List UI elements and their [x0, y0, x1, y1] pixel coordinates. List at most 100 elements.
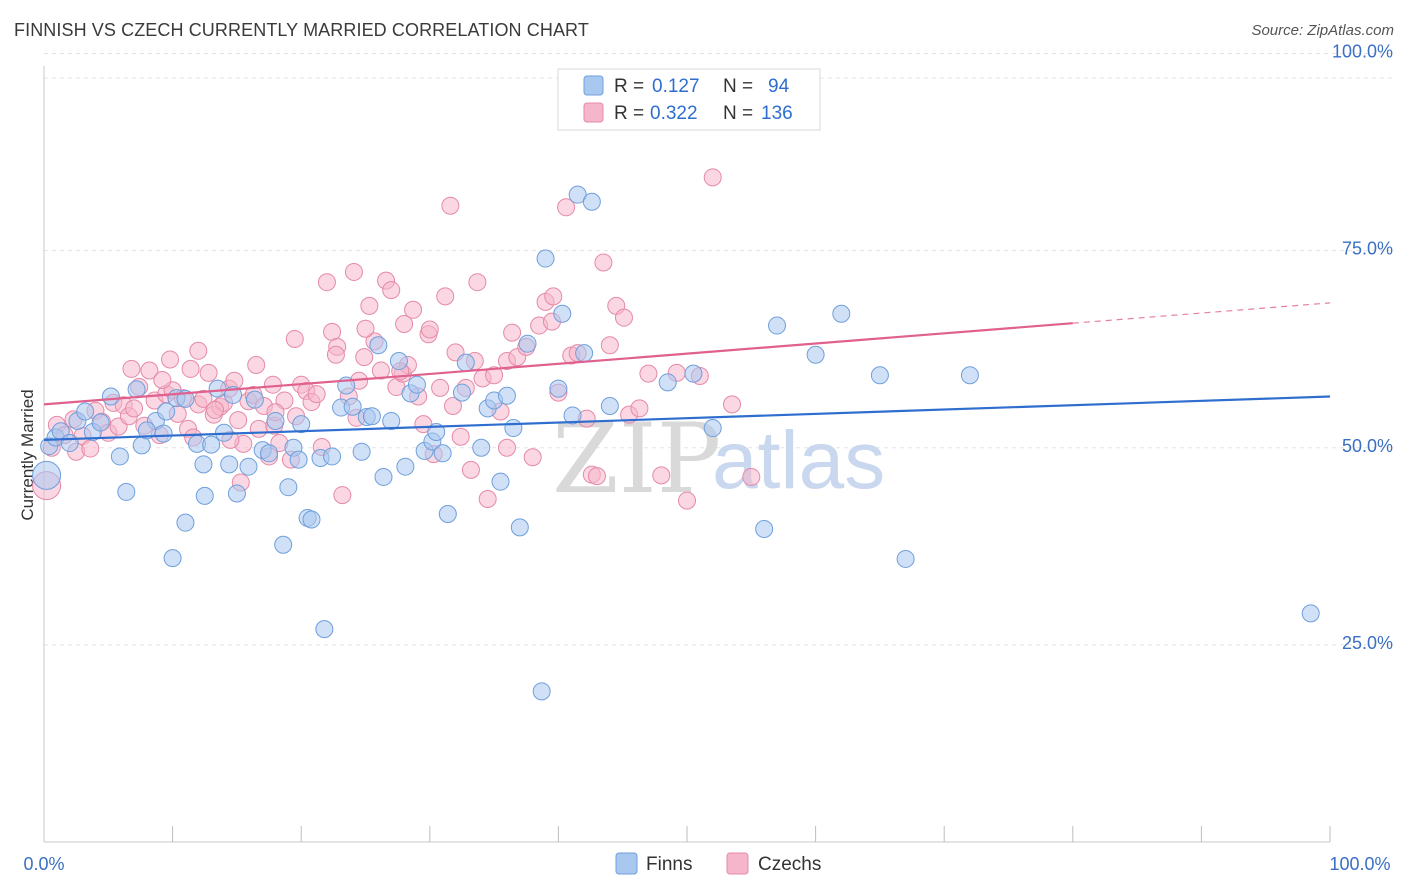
czechs-point	[443, 396, 462, 415]
finns-point	[362, 407, 381, 426]
watermark-atlas: atlas	[712, 415, 885, 506]
finns-point	[518, 334, 537, 353]
finns-point	[433, 444, 452, 463]
czechs-point	[639, 364, 658, 383]
bottom-legend-label-czechs: Czechs	[758, 854, 821, 875]
czechs-trend-extension	[1072, 302, 1331, 324]
czechs-point	[189, 341, 208, 360]
czechs-point	[153, 370, 172, 389]
czechs-point	[431, 378, 450, 397]
finns-point	[374, 467, 393, 486]
x-ticks	[172, 826, 1331, 842]
finns-point	[472, 438, 491, 457]
y-axis-title: Currently Married	[18, 389, 37, 520]
finns-point	[438, 505, 457, 523]
czechs-point	[206, 400, 225, 419]
bottom-legend-label-finns: Finns	[646, 854, 692, 875]
y-tick-labels: 25.0% 50.0% 75.0% 100.0%	[1332, 42, 1393, 653]
czechs-point	[485, 366, 504, 385]
trend-lines	[43, 302, 1331, 441]
finns-point	[208, 379, 227, 398]
bottom-legend: Finns Czechs	[615, 852, 821, 875]
finns-point	[389, 352, 408, 371]
finns-point	[220, 455, 239, 474]
finns-point	[768, 316, 787, 335]
finns-point	[76, 402, 95, 421]
finns-point	[343, 397, 362, 416]
finns-point	[497, 386, 516, 405]
finns-point	[202, 435, 221, 454]
czechs-point	[333, 486, 352, 505]
legend-n-label-czechs: N =	[723, 103, 753, 124]
czechs-point	[420, 320, 439, 339]
finns-point	[315, 620, 334, 639]
y-tick-label-25: 25.0%	[1342, 633, 1393, 653]
czechs-point	[326, 345, 345, 364]
czechs-point	[229, 411, 248, 430]
x-tick-label-min: 0.0%	[23, 854, 64, 874]
finns-point	[491, 472, 510, 491]
finns-point	[132, 436, 151, 455]
czechs-point	[404, 300, 423, 319]
czechs-point	[125, 399, 144, 418]
czechs-point	[181, 359, 200, 378]
finns-point	[568, 185, 587, 204]
legend-r-value-czechs: 0.322	[650, 103, 698, 124]
czechs-point	[451, 427, 470, 446]
finns-point	[549, 379, 568, 398]
finns-point	[532, 682, 551, 701]
finns-point	[870, 366, 889, 385]
finns-point	[755, 519, 774, 538]
czechs-point	[344, 262, 363, 281]
czechs-point	[478, 490, 497, 509]
finns-trend-line	[43, 395, 1331, 441]
grid-lines	[44, 53, 1392, 646]
czechs-point	[503, 323, 522, 342]
finns-point	[553, 304, 572, 323]
czechs-point	[414, 415, 433, 434]
czechs-point	[557, 198, 576, 217]
czechs-point	[249, 419, 268, 438]
czechs-point	[461, 460, 480, 479]
czechs-point	[263, 375, 282, 394]
finns-point	[396, 457, 415, 476]
finns-point	[658, 373, 677, 392]
czechs-point	[285, 329, 304, 348]
finns-point	[575, 344, 594, 363]
czechs-point	[371, 361, 390, 380]
finns-point	[456, 353, 475, 372]
czechs-point	[247, 355, 266, 374]
czechs-point	[587, 467, 606, 486]
watermark: ZIP atlas	[552, 403, 885, 515]
finns-point	[582, 192, 601, 211]
y-tick-label-50: 50.0%	[1342, 436, 1393, 456]
czechs-point	[436, 287, 455, 306]
czechs-point	[395, 314, 414, 333]
finns-point	[137, 421, 156, 440]
source-label: Source: ZipAtlas.com	[1251, 22, 1394, 39]
finns-point	[60, 434, 79, 453]
legend-r-label-czechs: R =	[614, 103, 644, 124]
finns-point	[110, 447, 129, 466]
finns-point	[504, 419, 523, 438]
czechs-point	[441, 196, 460, 215]
bottom-legend-swatch-finns	[615, 852, 638, 875]
finns-point	[960, 366, 979, 385]
finns-point	[289, 450, 308, 469]
x-tick-label-max: 100.0%	[1329, 854, 1390, 874]
finns-point	[157, 402, 176, 421]
finns-point	[452, 383, 471, 402]
czechs-point	[307, 385, 326, 404]
finns-point	[832, 304, 851, 323]
legend-n-value-czechs: 136	[761, 103, 793, 124]
legend-swatch-finns	[583, 75, 604, 96]
finns-point	[239, 457, 258, 476]
finns-point	[302, 510, 321, 529]
finns-point	[563, 406, 582, 425]
czechs-point	[122, 359, 141, 378]
czechs-point	[497, 438, 516, 457]
chart-title: FINNISH VS CZECH CURRENTLY MARRIED CORRE…	[14, 20, 589, 40]
czechs-point	[742, 467, 761, 486]
finns-point	[163, 549, 182, 568]
